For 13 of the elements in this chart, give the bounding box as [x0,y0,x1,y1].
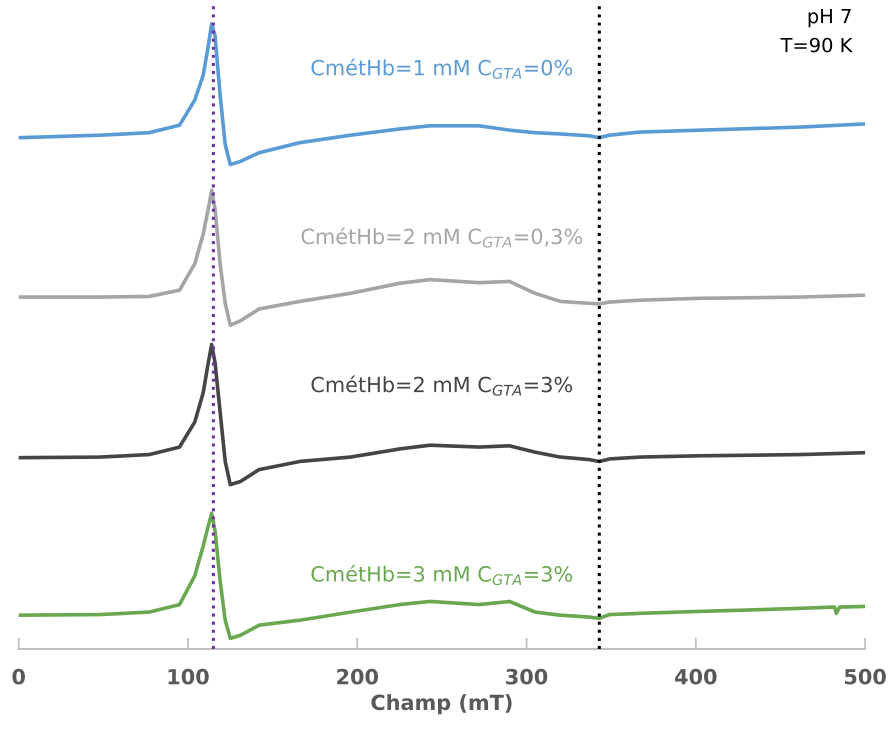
x-tick-label: 400 [674,668,717,685]
text: CmétHb=2 mM C$_{GTA}$=0,3% [302,227,582,248]
x-tick-label: 100 [168,668,209,685]
x-tick-label: 300 [506,668,548,685]
annotation: T=90 K [780,38,853,52]
series-label: CmétHb=3 mM C$_{GTA}$=3% [311,564,572,586]
text: CmétHb=1 mM C$_{GTA}$=0% [311,58,572,79]
x-axis-title: Champ (mT) [371,694,512,714]
x-tick-label: 500 [844,668,886,685]
x-tick-label: 200 [337,668,378,685]
x-tick-label: 0 [12,668,25,685]
text: CmétHb=2 mM C$_{GTA}$=3% [311,375,572,396]
annotation: pH 7 [808,9,851,28]
